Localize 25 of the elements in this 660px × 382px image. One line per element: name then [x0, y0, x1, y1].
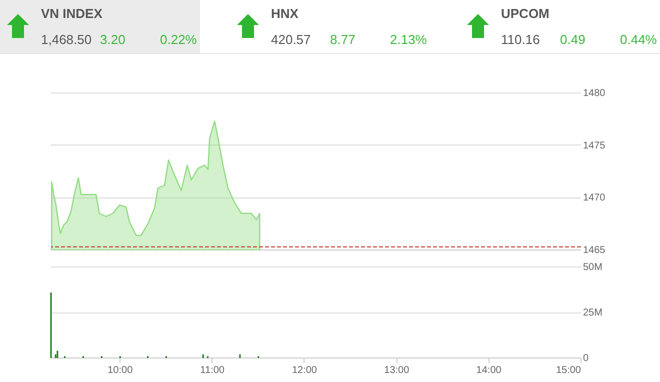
- x-tick-label: 14:00: [476, 365, 502, 376]
- text: 8.77: [330, 32, 356, 47]
- text: 2.13%: [390, 32, 427, 47]
- y-tick-label: 1480: [583, 88, 606, 99]
- text: VN INDEX: [41, 6, 102, 21]
- x-tick-label: 11:00: [200, 365, 225, 376]
- text: UPCOM: [501, 6, 550, 21]
- x-tick-label: 12:00: [292, 365, 318, 376]
- text: 3.20: [100, 32, 126, 47]
- x-tick-label: 13:00: [384, 365, 410, 376]
- text: 110.16: [501, 32, 540, 47]
- y-tick-label: 1465: [583, 245, 606, 256]
- y-tick-label: 25M: [583, 308, 602, 318]
- y-tick-label: 1475: [583, 140, 606, 152]
- text: 0.22%: [160, 32, 197, 47]
- x-tick-label: 15:00: [556, 365, 582, 376]
- x-tick-label: 10:00: [108, 365, 134, 376]
- y-tick-label: 50M: [583, 262, 602, 273]
- text: 0.49: [560, 32, 586, 47]
- text: 0.44%: [620, 32, 657, 47]
- y-tick-label: 0: [583, 353, 589, 364]
- text: 1,468.50: [41, 32, 92, 47]
- text: 420.57: [271, 32, 311, 47]
- text: HNX: [271, 6, 298, 21]
- y-tick-label: 1470: [583, 192, 606, 204]
